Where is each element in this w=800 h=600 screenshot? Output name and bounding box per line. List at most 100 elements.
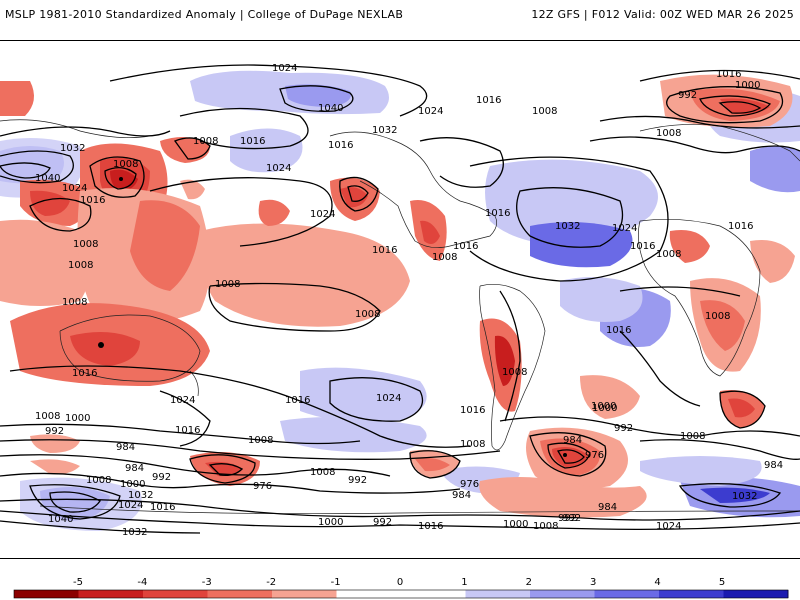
isobar-label: 1008 — [62, 297, 87, 308]
isobar-label: 984 — [598, 502, 617, 513]
colorbar-tick-label: 3 — [590, 577, 596, 588]
colorbar-segment — [465, 590, 531, 598]
isobar-label: 1016 — [285, 395, 310, 406]
model-run-info: 12Z GFS | F012 Valid: 00Z WED MAR 26 202… — [531, 8, 794, 21]
isobar-label: 1024 — [266, 163, 291, 174]
isobar-label: 1016 — [240, 136, 265, 147]
isobar-label: 1008 — [432, 252, 457, 263]
colorbar-tick-label: 2 — [526, 577, 532, 588]
isobars — [0, 64, 800, 534]
isobar-label: 1024 — [118, 500, 143, 511]
colorbar-segment — [723, 590, 789, 598]
isobar-label: 1016 — [485, 208, 510, 219]
isobar-label: 1008 — [680, 431, 705, 442]
isobar-label: 1024 — [170, 395, 195, 406]
isobar-label: 1024 — [656, 521, 681, 532]
isobar-label: 1000 — [318, 517, 343, 528]
isobar-label: 1000 — [503, 519, 528, 530]
isobar-label: 1016 — [372, 245, 397, 256]
isobar-label: 1024 — [376, 393, 401, 404]
isobar-label: 992 — [152, 472, 171, 483]
isobar-label: 1032 — [122, 527, 147, 538]
isobar-label: 1016 — [72, 368, 97, 379]
isobar-label: 1016 — [476, 95, 501, 106]
isobar-label: 1008 — [355, 309, 380, 320]
isobar-label: 984 — [125, 463, 144, 474]
colorbar-svg: -5 -4 -3 -2 -1 0 1 2 3 4 5 — [13, 577, 789, 599]
isobar-label: 1008 — [310, 467, 335, 478]
colorbar-tick-label: 4 — [654, 577, 660, 588]
colorbar-tick-label: 0 — [397, 577, 403, 588]
colorbar-segment — [78, 590, 144, 598]
isobar-label: 1032 — [60, 143, 85, 154]
isobar-label: 1008 — [73, 239, 98, 250]
isobar-label: 992 — [45, 426, 64, 437]
negative-anomaly-regions — [0, 74, 795, 518]
isobar-label: 1032 — [372, 125, 397, 136]
isobar-label: 992 — [348, 475, 367, 486]
isobar-label: 1016 — [460, 405, 485, 416]
isobar-label: 992 — [614, 423, 633, 434]
map-svg: 1024 1040 1032 1016 1008 1024 1000 992 1… — [0, 41, 800, 558]
isobar-label: 1024 — [418, 106, 443, 117]
isobar-label: 1016 — [150, 502, 175, 513]
isobar-label: 1016 — [630, 241, 655, 252]
colorbar-tick-label: -1 — [331, 577, 341, 588]
isobar-label: 1016 — [728, 221, 753, 232]
anomaly-colorbar: -5 -4 -3 -2 -1 0 1 2 3 4 5 — [0, 572, 800, 600]
low-center-marker — [98, 342, 104, 348]
isobar-label: 1032 — [128, 490, 153, 501]
colorbar-segment — [530, 590, 595, 598]
colorbar-tick-label: -4 — [137, 577, 147, 588]
isobar-label: 1008 — [532, 106, 557, 117]
isobar-label: 1000 — [65, 413, 90, 424]
colorbar-segment — [401, 590, 466, 598]
isobar-label: 1008 — [86, 475, 111, 486]
colorbar-segments — [13, 589, 789, 599]
isobar-label: 1024 — [612, 223, 637, 234]
isobar-label: 1008 — [656, 128, 681, 139]
colorbar-segment — [594, 590, 660, 598]
isobar-label: 1016 — [80, 195, 105, 206]
isobar-label: 1008 — [460, 439, 485, 450]
colorbar-segment — [207, 590, 273, 598]
isobar-labels: 1024 1040 1032 1016 1008 1024 1000 992 1… — [35, 63, 783, 538]
isobar-label: 1032 — [732, 491, 757, 502]
colorbar-tick-label: 5 — [719, 577, 725, 588]
isobar-label: 1000 — [592, 403, 617, 414]
isobar-label: 1008 — [113, 159, 138, 170]
isobar-label: 1024 — [310, 209, 335, 220]
isobar-label: 1016 — [175, 425, 200, 436]
isobar-label: 984 — [563, 435, 582, 446]
colorbar-tick-labels: -5 -4 -3 -2 -1 0 1 2 3 4 5 — [73, 577, 725, 588]
isobar-label: 1024 — [62, 183, 87, 194]
isobar-label: 976 — [585, 450, 604, 461]
isobar-label: 1008 — [705, 311, 730, 322]
isobar-label: 984 — [764, 460, 783, 471]
isobar-label: 992 — [558, 513, 577, 524]
colorbar-segment — [143, 590, 208, 598]
isobar-label: 984 — [116, 442, 135, 453]
colorbar-segment — [14, 590, 79, 598]
isobar-label: 1008 — [502, 367, 527, 378]
isobar-label: 1008 — [35, 411, 60, 422]
isobar-label: 992 — [562, 513, 581, 524]
colorbar-tick-label: -2 — [266, 577, 276, 588]
map-title: MSLP 1981-2010 Standardized Anomaly | Co… — [5, 8, 404, 21]
isobar-label: 1040 — [318, 103, 343, 114]
isobar-label: 1032 — [555, 221, 580, 232]
anomaly-map: 1024 1040 1032 1016 1008 1024 1000 992 1… — [0, 40, 800, 559]
colorbar-tick-label: -3 — [202, 577, 212, 588]
isobar-label: 1016 — [453, 241, 478, 252]
colorbar-segment — [272, 590, 337, 598]
low-center-marker — [119, 177, 123, 181]
colorbar-tick-label: -5 — [73, 577, 83, 588]
isobar-label: 976 — [253, 481, 272, 492]
isobar-label: 992 — [678, 90, 697, 101]
colorbar-tick-label: 1 — [461, 577, 467, 588]
isobar-label: 1016 — [418, 521, 443, 532]
colorbar-segment — [659, 590, 724, 598]
isobar-label: 976 — [460, 479, 479, 490]
isobar-label: 1000 — [120, 479, 145, 490]
header-bar: MSLP 1981-2010 Standardized Anomaly | Co… — [0, 0, 800, 40]
